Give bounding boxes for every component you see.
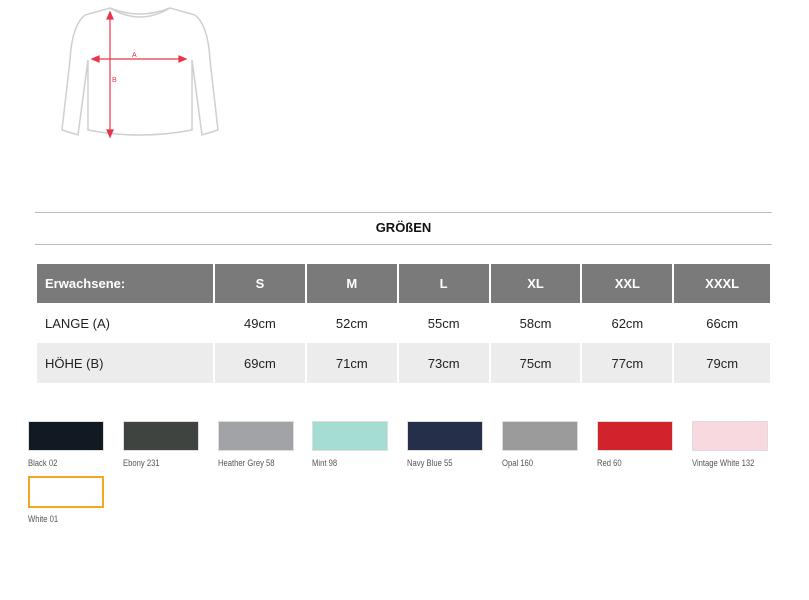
cell: 75cm bbox=[490, 343, 581, 383]
color-swatch-label: Mint 98 bbox=[312, 458, 338, 468]
color-swatch[interactable] bbox=[312, 421, 389, 451]
color-swatch-label: Black 02 bbox=[28, 458, 58, 468]
label-b: B bbox=[112, 77, 117, 84]
header-cell: M bbox=[306, 264, 397, 303]
header-cell: Erwachsene: bbox=[37, 264, 213, 303]
cell: 58cm bbox=[519, 315, 552, 331]
shirt-measurement-diagram: A B bbox=[61, 7, 219, 139]
header-cell: XXL bbox=[582, 264, 673, 303]
cell: 55cm bbox=[427, 315, 460, 331]
color-swatch[interactable] bbox=[407, 421, 484, 451]
cell: 71cm bbox=[306, 343, 397, 383]
cell: 73cm bbox=[398, 343, 489, 383]
color-swatch-label: Vintage White 132 bbox=[691, 458, 754, 468]
header-cell: XL bbox=[490, 264, 581, 303]
color-swatch-label: Red 60 bbox=[596, 458, 622, 468]
color-swatch-label: Ebony 231 bbox=[122, 458, 160, 468]
divider bbox=[35, 244, 772, 245]
color-swatch[interactable] bbox=[122, 421, 199, 451]
cell: 69cm bbox=[215, 343, 305, 383]
cell: 52cm bbox=[335, 315, 368, 331]
color-swatch[interactable] bbox=[502, 421, 578, 451]
cell: 79cm bbox=[674, 343, 770, 383]
color-swatch[interactable] bbox=[28, 421, 104, 451]
header-cell: S bbox=[215, 264, 305, 303]
color-swatch-label: Navy Blue 55 bbox=[407, 458, 453, 468]
table-header-row: Erwachsene: S M L XL XXL XXXL bbox=[37, 264, 770, 303]
divider bbox=[35, 212, 772, 213]
row-label: LANGE (A) bbox=[45, 315, 111, 331]
color-swatch[interactable] bbox=[691, 421, 768, 451]
cell: 62cm bbox=[611, 315, 644, 331]
table-row: LANGE (A) 49cm 52cm 55cm 58cm 62cm 66cm bbox=[37, 303, 770, 343]
cell: 66cm bbox=[706, 315, 739, 331]
row-label: HÖHE (B) bbox=[37, 343, 213, 383]
color-swatch[interactable] bbox=[596, 421, 673, 451]
header-cell: XXXL bbox=[674, 264, 770, 303]
color-swatch-label: Opal 160 bbox=[502, 458, 534, 468]
size-table: Erwachsene: S M L XL XXL XXXL LANGE (A) … bbox=[35, 264, 772, 383]
section-title: GRÖßEN bbox=[375, 220, 432, 235]
table-row: HÖHE (B) 69cm 71cm 73cm 75cm 77cm 79cm bbox=[37, 343, 770, 383]
label-a: A bbox=[132, 52, 137, 59]
cell: 77cm bbox=[582, 343, 673, 383]
color-swatch[interactable] bbox=[28, 476, 104, 508]
color-swatch-label: Heather Grey 58 bbox=[217, 458, 275, 468]
color-swatch-label: White 01 bbox=[28, 514, 59, 524]
header-cell: L bbox=[398, 264, 489, 303]
color-swatch[interactable] bbox=[217, 421, 294, 451]
cell: 49cm bbox=[244, 315, 276, 331]
